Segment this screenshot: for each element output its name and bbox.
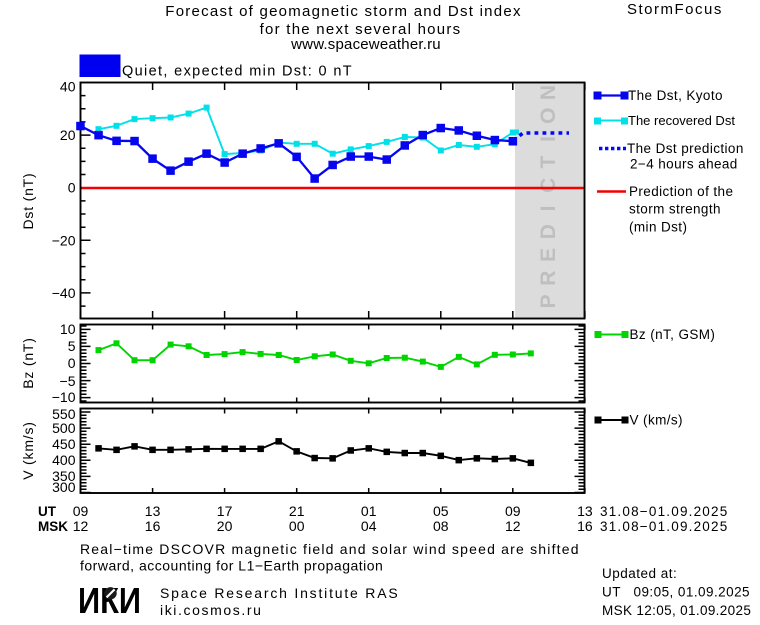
svg-text:09: 09 [505, 503, 521, 519]
svg-text:17: 17 [217, 503, 233, 519]
svg-text:400: 400 [52, 452, 76, 468]
svg-text:350: 350 [52, 468, 76, 484]
svg-text:Dst (nT): Dst (nT) [20, 173, 36, 230]
svg-text:UT: UT [38, 504, 57, 519]
svg-text:12: 12 [73, 518, 89, 534]
svg-text:13: 13 [145, 503, 161, 519]
svg-text:D: D [537, 224, 560, 239]
svg-text:P: P [537, 294, 560, 308]
svg-text:450: 450 [52, 436, 76, 452]
svg-text:550: 550 [52, 406, 76, 422]
svg-text:Bz (nT, GSM): Bz (nT, GSM) [630, 327, 716, 342]
svg-text:MSK 12:05, 01.09.2025: MSK 12:05, 01.09.2025 [602, 603, 751, 618]
svg-text:Forecast of geomagnetic storm: Forecast of geomagnetic storm and Dst in… [165, 3, 521, 20]
svg-text:I: I [537, 206, 560, 212]
svg-text:20: 20 [60, 127, 76, 143]
svg-text:09: 09 [73, 503, 89, 519]
svg-text:16: 16 [577, 518, 593, 534]
svg-text:5: 5 [68, 338, 76, 354]
svg-text:−10: −10 [52, 389, 76, 405]
svg-text:10: 10 [60, 321, 76, 337]
svg-text:Space Research Institute RAS: Space Research Institute RAS [160, 585, 400, 601]
svg-text:R: R [537, 271, 560, 286]
svg-text:40: 40 [60, 79, 76, 95]
svg-text:V (km/s): V (km/s) [20, 421, 36, 480]
svg-text:C: C [537, 178, 560, 193]
svg-text:www.spaceweather.ru: www.spaceweather.ru [290, 36, 441, 53]
svg-text:O: O [537, 108, 560, 124]
svg-text:The recovered Dst: The recovered Dst [628, 113, 735, 128]
svg-text:31.08−01.09.2025: 31.08−01.09.2025 [600, 519, 728, 534]
svg-text:12: 12 [505, 518, 521, 534]
svg-text:MSK: MSK [38, 519, 68, 534]
svg-text:T: T [537, 156, 560, 169]
svg-text:for the next several hours: for the next several hours [260, 21, 462, 38]
svg-text:31.08−01.09.2025: 31.08−01.09.2025 [600, 504, 728, 519]
svg-text:I: I [537, 136, 560, 142]
svg-text:−40: −40 [52, 285, 76, 301]
svg-text:Real−time DSCOVR magnetic fiel: Real−time DSCOVR magnetic field and sola… [80, 541, 580, 557]
svg-text:−5: −5 [60, 373, 76, 389]
svg-text:13: 13 [577, 503, 593, 519]
svg-text:Prediction of the: Prediction of the [629, 184, 733, 199]
svg-text:V (km/s): V (km/s) [630, 413, 683, 428]
svg-text:UT 09:05, 01.09.2025: UT 09:05, 01.09.2025 [602, 585, 750, 600]
svg-text:−20: −20 [52, 232, 76, 248]
svg-text:20: 20 [217, 518, 233, 534]
svg-text:E: E [537, 248, 560, 262]
svg-text:The Dst prediction: The Dst prediction [627, 141, 744, 156]
svg-text:Quiet, expected min Dst: 0 nT: Quiet, expected min Dst: 0 nT [122, 64, 353, 80]
svg-text:0: 0 [68, 180, 76, 196]
svg-text:00: 00 [289, 518, 305, 534]
svg-text:2−4 hours ahead: 2−4 hours ahead [630, 157, 738, 172]
svg-text:08: 08 [433, 518, 449, 534]
svg-text:500: 500 [52, 420, 76, 436]
svg-text:storm strength: storm strength [629, 202, 721, 217]
svg-text:N: N [537, 85, 560, 100]
svg-text:16: 16 [145, 518, 161, 534]
svg-text:ИКИ: ИКИ [78, 580, 141, 620]
svg-text:05: 05 [433, 503, 449, 519]
svg-text:Bz (nT): Bz (nT) [20, 337, 36, 389]
svg-text:01: 01 [361, 503, 377, 519]
svg-text:(min Dst): (min Dst) [629, 220, 687, 235]
svg-text:0: 0 [68, 355, 76, 371]
svg-text:Updated at:: Updated at: [602, 566, 677, 581]
svg-text:04: 04 [361, 518, 377, 534]
svg-text:iki.cosmos.ru: iki.cosmos.ru [160, 602, 262, 618]
svg-text:300: 300 [52, 479, 76, 495]
svg-text:forward, accounting for L1−Ear: forward, accounting for L1−Earth propaga… [80, 558, 383, 574]
svg-text:The Dst, Kyoto: The Dst, Kyoto [628, 88, 723, 103]
svg-text:StormFocus: StormFocus [627, 1, 723, 18]
svg-text:21: 21 [289, 503, 305, 519]
